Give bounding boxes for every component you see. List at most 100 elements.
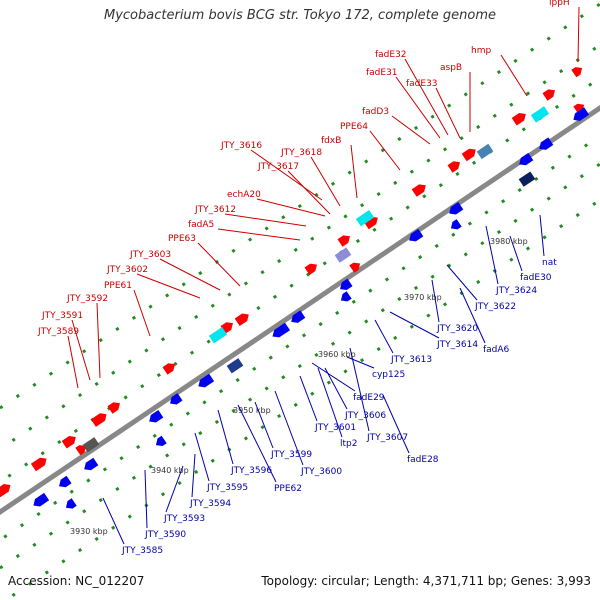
other-feature — [476, 143, 494, 160]
map-title: Mycobacterium bovis BCG str. Tokyo 172, … — [104, 8, 496, 23]
forward-label-leader — [310, 156, 341, 207]
reverse-gene-label: nat — [542, 258, 557, 268]
forward-label-leader — [391, 115, 431, 145]
reverse-label-leader — [349, 347, 370, 432]
forward-gene — [234, 313, 249, 326]
reverse-gene-label: JTY_3593 — [163, 514, 205, 524]
forward-label-leader — [96, 302, 101, 379]
reverse-label-leader — [191, 453, 196, 498]
forward-label-leader — [350, 144, 358, 199]
forward-gene-label: lppH — [549, 0, 570, 8]
reverse-label-leader — [374, 319, 394, 354]
forward-gene-label: JTY_3602 — [106, 265, 148, 275]
forward-gene-label: JTY_3612 — [194, 205, 236, 215]
reverse-gene-label: JTY_3596 — [230, 466, 272, 476]
gc-track — [0, 2, 600, 410]
reverse-label-leader — [459, 287, 486, 344]
reverse-gene — [519, 152, 534, 166]
other-feature — [518, 171, 536, 187]
reverse-gene-label: JTY_3607 — [366, 433, 408, 443]
forward-label-leader — [256, 198, 326, 217]
forward-label-leader — [159, 258, 221, 291]
forward-gene-label: JTY_3616 — [220, 141, 262, 151]
forward-gene — [162, 363, 175, 375]
other-feature — [334, 247, 352, 263]
reverse-gene-label: JTY_3613 — [390, 355, 432, 365]
forward-gene-label: echA20 — [227, 190, 261, 200]
reverse-gene — [272, 322, 290, 338]
reverse-label-leader — [389, 311, 440, 339]
reverse-label-leader — [324, 367, 348, 410]
forward-gene — [75, 445, 87, 456]
reverse-gene-label: JTY_3595 — [206, 483, 248, 493]
forward-gene-label: PPE64 — [340, 122, 368, 132]
genome-backbone — [0, 104, 600, 516]
reverse-label-leader — [217, 409, 234, 465]
reverse-gene-label: JTY_3599 — [270, 450, 312, 460]
reverse-label-leader — [311, 362, 356, 392]
reverse-gene — [65, 498, 77, 509]
reverse-gene-label: JTY_3622 — [474, 302, 516, 312]
forward-label-leader — [404, 58, 449, 136]
reverse-gene-label: JTY_3600 — [300, 467, 342, 477]
reverse-gene — [450, 219, 462, 230]
reverse-gene-label: JTY_3594 — [189, 499, 231, 509]
reverse-gene-label: cyp125 — [372, 370, 405, 380]
scale-label: 3980 kbp — [490, 237, 528, 246]
rna-feature — [530, 106, 550, 123]
forward-gene — [571, 67, 583, 78]
reverse-gene-label: ltp2 — [340, 439, 357, 449]
reverse-gene — [409, 228, 424, 242]
forward-label-leader — [577, 6, 580, 63]
reverse-label-leader — [446, 264, 478, 301]
forward-gene — [90, 413, 107, 427]
forward-gene-label: fadD3 — [362, 107, 389, 117]
forward-gene — [337, 235, 350, 247]
reverse-label-leader — [237, 404, 277, 483]
forward-label-leader — [71, 319, 91, 381]
forward-gene — [304, 263, 317, 275]
accession-label: Accession: NC_012207 — [8, 574, 145, 588]
forward-gene — [411, 184, 426, 197]
reverse-gene — [340, 291, 352, 302]
forward-gene-label: fadE32 — [375, 50, 407, 60]
forward-gene-label: fadA5 — [188, 220, 214, 230]
scale-label: 3950 kbp — [233, 406, 271, 415]
forward-gene-label: fadE31 — [366, 68, 398, 78]
reverse-gene-label: JTY_3585 — [121, 546, 163, 556]
reverse-gene-label: fadE29 — [353, 393, 385, 403]
reverse-gene — [33, 492, 50, 507]
forward-gene-label: JTY_3589 — [37, 327, 79, 337]
forward-label-leader — [67, 335, 79, 389]
forward-label-leader — [369, 130, 401, 171]
forward-gene-label: JTY_3618 — [280, 148, 322, 158]
gc-track — [3, 198, 600, 600]
reverse-label-leader — [431, 279, 440, 323]
forward-label-leader — [435, 87, 461, 139]
reverse-label-leader — [346, 356, 375, 369]
reverse-gene — [291, 310, 306, 323]
reverse-label-leader — [485, 225, 499, 285]
reverse-label-leader — [382, 394, 410, 454]
reverse-gene — [170, 393, 183, 405]
scale-label: 3970 kbp — [404, 293, 442, 302]
forward-label-leader — [500, 54, 528, 97]
forward-gene — [461, 148, 476, 162]
forward-gene — [30, 457, 47, 472]
forward-gene — [349, 262, 361, 273]
reverse-label-leader — [254, 401, 274, 449]
reverse-gene — [573, 107, 590, 121]
forward-gene-label: PPE63 — [168, 234, 196, 244]
reverse-gene-label: JTY_3614 — [436, 340, 478, 350]
forward-gene-label: JTY_3592 — [66, 294, 108, 304]
forward-label-leader — [217, 228, 301, 241]
reverse-gene — [198, 373, 215, 388]
forward-gene-label: aspB — [440, 63, 462, 73]
reverse-gene-label: fadA6 — [483, 345, 510, 355]
forward-gene-label: JTY_3603 — [129, 250, 171, 260]
reverse-gene — [539, 137, 554, 150]
forward-gene-label: PPE61 — [104, 281, 132, 291]
reverse-gene-label: JTY_3620 — [436, 324, 478, 334]
other-feature — [82, 437, 100, 453]
